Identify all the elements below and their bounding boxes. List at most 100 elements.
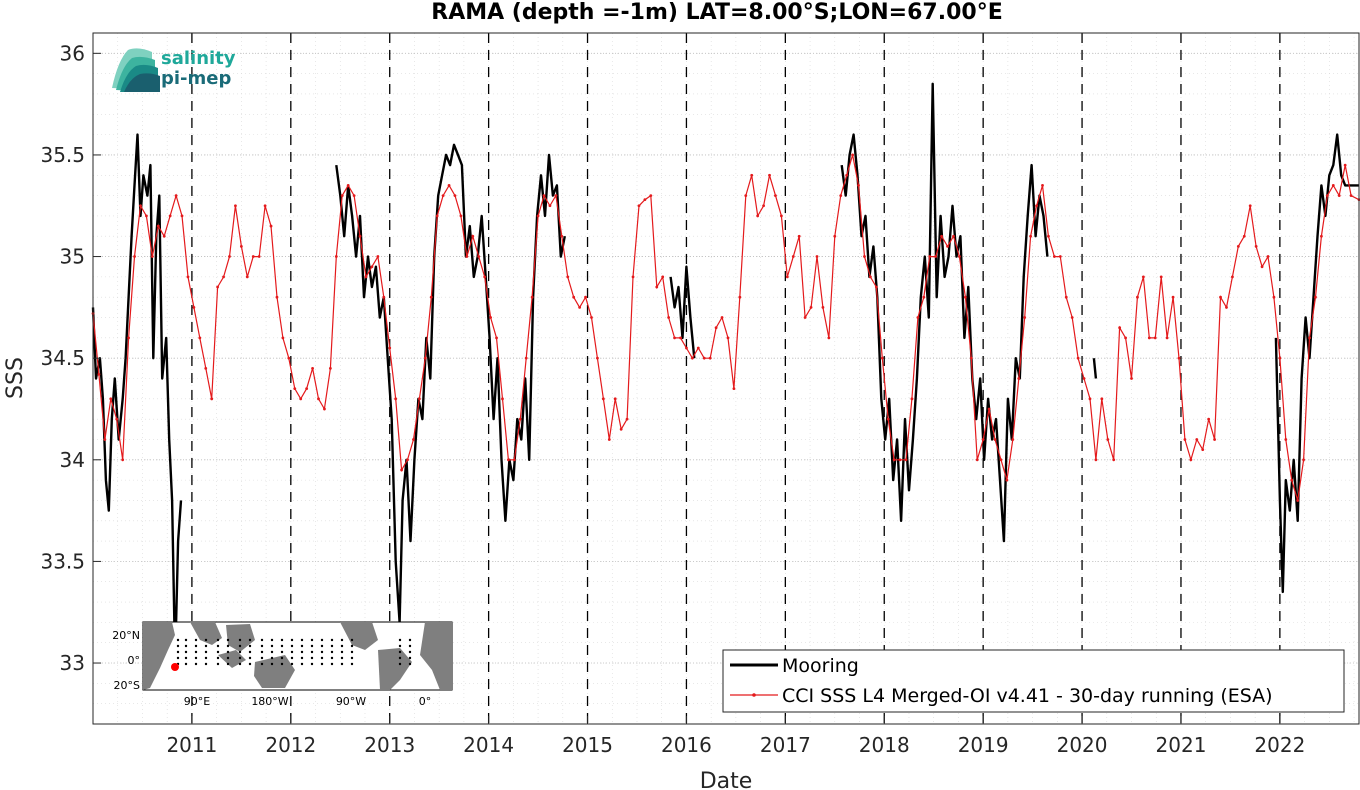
cci-series-point [1325,194,1329,197]
cci-series-point [1159,275,1163,279]
cci-series-point [1284,438,1288,441]
cci-series-point [845,173,849,177]
inset-dot [290,638,294,642]
cci-series-point [1165,336,1169,340]
cci-series-point [222,275,225,279]
inset-dot [226,656,230,660]
cci-series-point [412,438,415,441]
cci-series-point [429,295,433,299]
inset-dot [280,662,284,666]
inset-dot [204,638,208,642]
inset-dot [248,638,252,642]
cci-series-point [162,234,166,238]
inset-dot [320,638,324,642]
inset-dot [408,638,412,642]
inset-dot [226,650,230,654]
inset-dot [350,638,354,642]
cci-series-point [328,366,332,370]
y-axis-ticks: 33 33.5 34 34.5 35 35.5 36 [40,41,101,675]
cci-series-point [447,184,451,187]
cci-series-point [1248,204,1252,208]
inset-dot [194,656,198,660]
x-tick-label: 2018 [859,733,910,757]
cci-series-point [1011,438,1015,441]
logo-line2: pi-mep [161,68,231,89]
cci-series-point [649,194,653,197]
cci-series-point [1177,356,1181,360]
inset-dot [310,638,314,642]
inset-dot [310,656,314,660]
inset-lat-label-20n: 20°N [112,629,140,642]
cci-series-point [530,295,534,299]
inset-dot [194,644,198,648]
cci-series-point [946,244,949,248]
cci-series-point [1254,244,1258,248]
inset-lat-label-0: 0° [128,654,141,667]
inset-dot [204,662,208,666]
inset-dot [270,656,274,660]
inset-dot [176,650,180,654]
cci-series-point [423,356,427,360]
cci-series-point [708,356,712,360]
cci-series-point [1278,356,1282,360]
cci-series-point [192,305,196,309]
cci-series-point [1088,397,1092,401]
x-tick-label: 2011 [166,733,217,757]
cci-series-point [180,214,184,218]
cci-series-point [744,194,748,197]
cci-series-point [228,255,231,258]
inset-dot [398,656,402,660]
cci-series-point [1112,458,1116,462]
cci-series-point [1260,265,1264,269]
x-tick-label: 2014 [463,733,514,757]
cci-series-point [293,387,297,391]
cci-series-point [738,295,742,299]
cci-series-point [851,153,854,157]
cci-series-point [768,173,771,177]
x-tick-label: 2021 [1156,733,1207,757]
inset-dot [270,662,274,666]
cci-series-point [566,275,570,279]
cci-series-point [204,366,208,370]
cci-series-point [275,295,279,299]
inset-map: 20°N 0° 20°S 90°E 180°W 90°W 0° [112,621,453,708]
cci-series-point [1171,295,1175,299]
cci-series-point [417,397,421,401]
cci-series-point [186,275,190,279]
cci-series-point [174,194,178,197]
cci-series-point [109,397,113,401]
cci-series-point [601,397,605,401]
inset-dot [270,650,274,654]
inset-dot [270,644,274,648]
cci-series-point [815,255,819,258]
cci-series-point [898,458,902,462]
inset-dot [248,644,252,648]
inset-dot [350,662,354,666]
inset-dot [238,662,242,666]
inset-dot [290,650,294,654]
cci-series-point [1141,275,1145,279]
inset-dot [408,650,412,654]
cci-series-point [269,224,273,228]
cci-series-point [1058,255,1062,258]
cci-series-point [1272,295,1276,299]
cci-series-point [1183,438,1187,441]
cci-series-point [239,244,243,248]
inset-lon-label-0: 0° [419,695,432,708]
cci-series-point [690,356,694,360]
inset-dot [310,644,314,648]
legend-swatch-cci-marker [752,693,756,697]
inset-dot [216,662,220,666]
inset-dot [238,638,242,642]
cci-series-point [1201,448,1205,452]
cci-series-point [791,255,795,258]
logo-line1: salinity [161,48,236,69]
cci-series-point [643,198,647,202]
cci-series-point [1231,275,1234,279]
cci-series-point [827,336,831,340]
x-tick-label: 2022 [1254,733,1305,757]
inset-dot [204,650,208,654]
cci-series-point [1035,204,1038,208]
cci-series-point [234,204,237,208]
cci-series-point [1266,255,1270,258]
